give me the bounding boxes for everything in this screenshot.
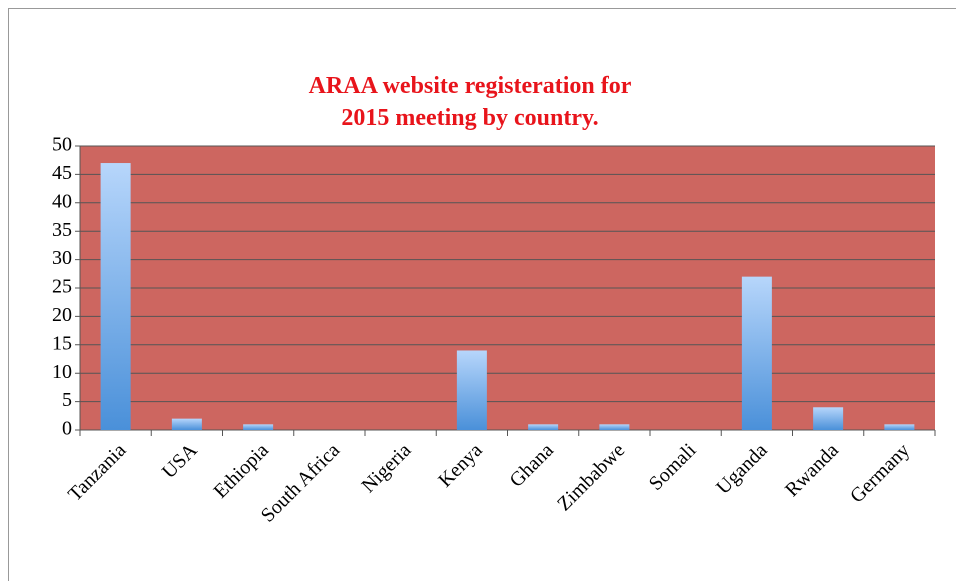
y-tick-label: 15 [52,332,72,354]
y-tick-label: 50 [52,134,72,156]
y-tick-label: 10 [52,361,72,383]
x-tick-label: Somali [645,439,701,495]
bar [243,424,274,430]
x-tick-label: Tanzania [64,439,130,505]
bar [599,424,630,430]
y-tick-label: 0 [62,418,72,440]
y-tick-label: 30 [52,247,72,269]
bar [741,276,772,430]
chart-title: ARAA website registeration for 2015 meet… [308,73,632,131]
chart-frame [8,8,956,581]
bar [171,418,202,430]
y-tick-label: 40 [52,190,72,212]
y-tick-label: 45 [52,162,72,184]
x-tick-label: Ghana [505,439,558,492]
x-tick-label: Uganda [712,439,772,499]
bar [528,424,559,430]
y-tick-label: 25 [52,276,72,298]
y-tick-label: 35 [52,219,72,241]
x-tick-label: Germany [846,439,914,507]
y-tick-label: 5 [62,389,72,411]
y-tick-label: 20 [52,304,72,326]
x-tick-label: Zimbabwe [553,439,629,515]
x-tick-label: USA [158,439,202,483]
x-tick-label: Kenya [434,439,487,492]
bar [813,407,844,430]
x-tick-label: Ethiopia [209,439,273,503]
x-tick-label: Rwanda [781,439,843,501]
bar [884,424,915,430]
bar [100,163,131,431]
x-tick-label: Nigeria [357,439,415,497]
bar [456,350,487,430]
